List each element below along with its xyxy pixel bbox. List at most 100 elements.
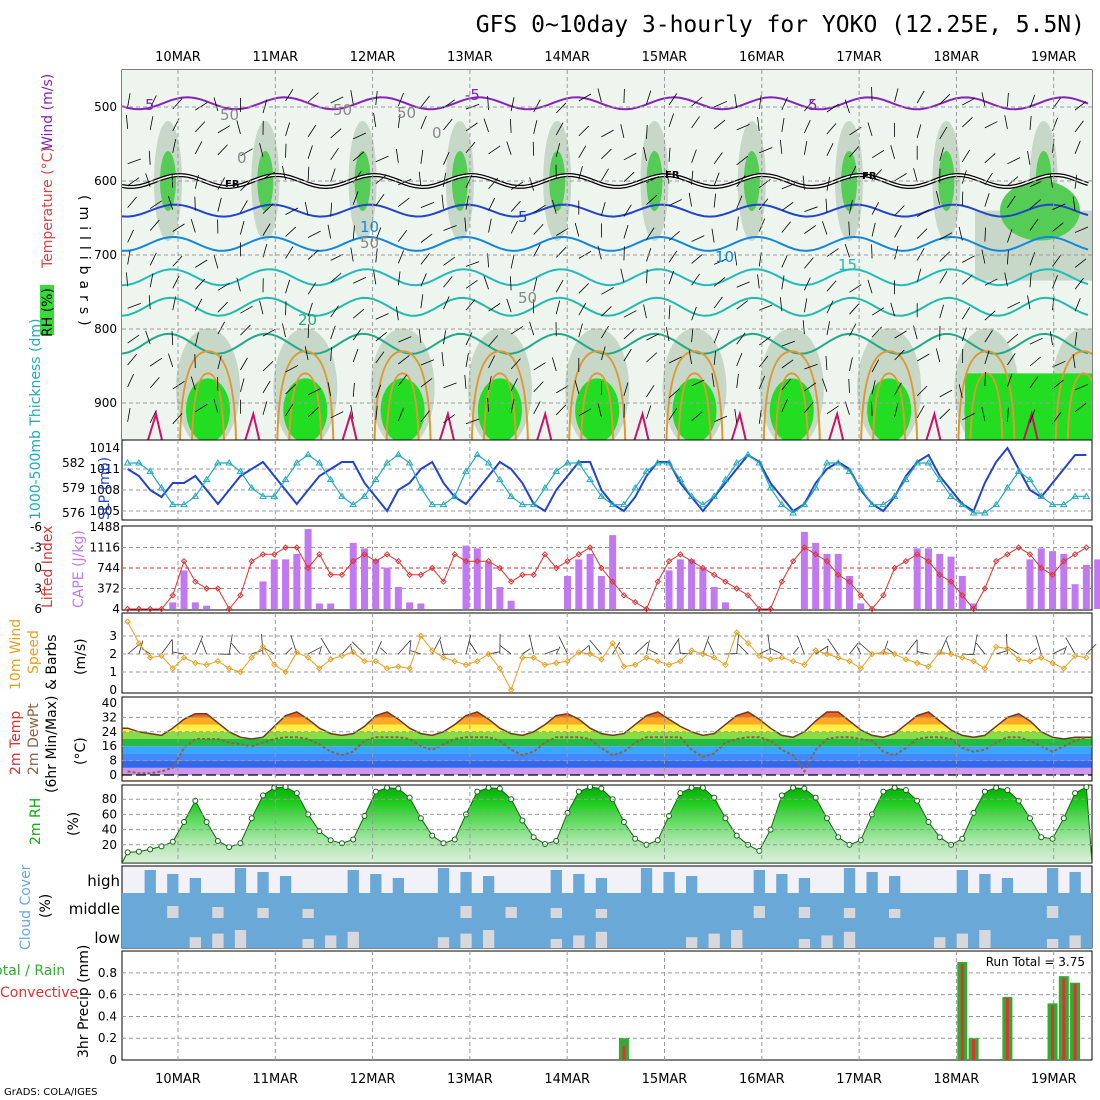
- wind-barb: [375, 174, 387, 185]
- rh2m-point: [891, 785, 898, 791]
- wind10m-point: [372, 657, 379, 665]
- wind-barb: [734, 94, 738, 109]
- rh2m-point: [587, 785, 594, 791]
- cloud-low-block: [821, 935, 833, 948]
- wind-barb: [574, 380, 580, 395]
- wind10m-barb: [469, 642, 478, 655]
- cloud-high-block: [347, 870, 359, 893]
- li-point: [225, 605, 233, 613]
- thickness-point: [980, 509, 989, 516]
- cloud-high-block: [573, 874, 585, 893]
- cloud-high-block: [753, 870, 765, 893]
- wind-barb: [623, 329, 635, 340]
- wind10m-barb: [409, 640, 412, 655]
- wind-barb: [691, 235, 705, 242]
- thickness-label: 1000-500mb Thickness (dm): [28, 319, 44, 520]
- wind-barb: [149, 410, 157, 423]
- cloud-low-block: [347, 931, 359, 948]
- rh2m-point: [485, 785, 492, 791]
- wind-barb: [713, 296, 723, 309]
- wind-barb: [736, 373, 739, 388]
- cape-bar: [913, 548, 921, 609]
- wind10m-point: [158, 652, 165, 660]
- wind-barb: [307, 92, 319, 103]
- precip-convective-bar: [972, 1039, 976, 1060]
- wind-barb: [1007, 93, 1009, 108]
- wind-barb: [803, 140, 808, 155]
- wind-barb: [533, 401, 541, 414]
- wind-barb: [803, 298, 808, 313]
- wind-barb: [375, 155, 389, 163]
- wind10m-barb: [398, 640, 411, 655]
- wind10m-point: [248, 654, 255, 661]
- rh2m-point: [496, 785, 503, 792]
- cloud-high-block: [144, 870, 156, 893]
- wind10m-point: [586, 650, 594, 658]
- wind-barb: [646, 269, 648, 284]
- wind-barb: [781, 118, 785, 132]
- wind10m-point: [541, 661, 549, 669]
- wind-barb: [890, 302, 896, 317]
- wind10m-point: [169, 665, 176, 672]
- wind-barb: [127, 158, 141, 165]
- thickness-point: [529, 500, 538, 508]
- wind-barb: [734, 251, 738, 266]
- wind10m-barb: [172, 651, 185, 655]
- wind-barb: [890, 145, 896, 159]
- wind-barb: [213, 97, 219, 112]
- li-point: [913, 551, 921, 558]
- wind-barb: [172, 139, 177, 153]
- wind-barb: [736, 216, 739, 231]
- wind10m-point: [282, 668, 289, 676]
- wind10m-point: [1038, 654, 1045, 661]
- wind10m-barb: [668, 638, 680, 655]
- wind-barb: [939, 147, 944, 161]
- wind-barb: [375, 91, 378, 106]
- cloud-high-block: [370, 874, 382, 893]
- wind10m-barb: [679, 652, 692, 655]
- precip-tick: 0.2: [98, 1031, 117, 1045]
- cloud-low-block: [550, 939, 562, 948]
- cloud-low-block: [595, 931, 608, 948]
- wind-barb: [350, 90, 354, 105]
- cape-bar: [800, 531, 808, 609]
- wind10m-point: [316, 665, 323, 672]
- wind-barb: [643, 304, 647, 319]
- thickness-point: [439, 500, 448, 508]
- wind-barb: [1029, 409, 1036, 423]
- wind-barb: [668, 113, 674, 128]
- wind-barb: [1072, 354, 1076, 369]
- pressure-tick: 800: [94, 322, 117, 336]
- wind-barb: [601, 148, 612, 160]
- thickness-point: [834, 459, 843, 466]
- date-label-bottom: 19MAR: [1031, 1072, 1077, 1087]
- thickness-tick: 579: [62, 481, 85, 495]
- li-point: [485, 557, 492, 565]
- wind-barb: [1052, 275, 1058, 289]
- wind10m-point: [789, 657, 797, 665]
- wind-barb: [668, 199, 682, 206]
- wind-barb: [488, 376, 492, 390]
- wind-barb: [578, 323, 583, 338]
- thickness-point: [1071, 492, 1079, 499]
- wind-barb: [623, 382, 629, 397]
- contour-label: 5: [518, 208, 528, 226]
- li-tick: -6: [30, 520, 42, 534]
- li-point: [733, 585, 740, 592]
- wind-barb: [443, 330, 447, 345]
- wind-barb: [487, 253, 489, 268]
- cloud-low-block: [708, 933, 720, 948]
- li-point: [959, 592, 966, 599]
- wind-barb: [691, 149, 697, 163]
- wind10m-barb: [588, 645, 591, 655]
- wind-barb: [375, 351, 385, 364]
- cape-bar: [507, 600, 515, 609]
- rh2m-point: [620, 819, 627, 825]
- cape-bar: [721, 602, 729, 609]
- cloud-high-block: [889, 876, 901, 893]
- wind-barb: [327, 224, 332, 239]
- wind-barb: [330, 325, 336, 340]
- cloud-low-block: [482, 930, 495, 948]
- thickness-point: [157, 484, 166, 491]
- thickness-point: [450, 492, 459, 499]
